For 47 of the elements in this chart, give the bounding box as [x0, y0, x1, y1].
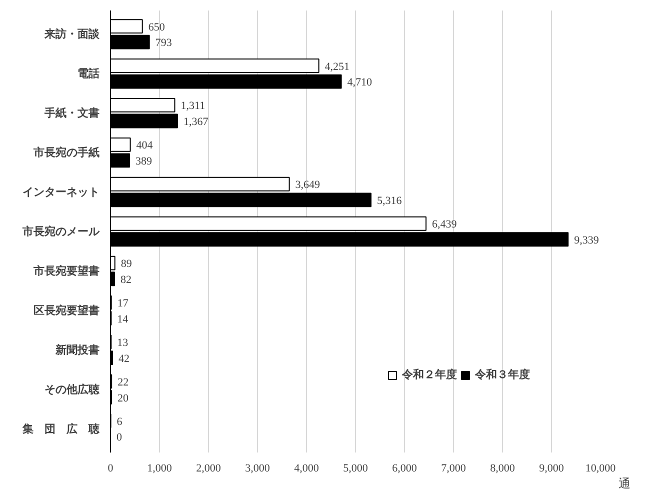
data-label: 6,439	[432, 218, 458, 231]
legend-label: 令和３年度	[475, 367, 530, 382]
data-label: 4,710	[347, 76, 373, 89]
y-tick-label: 電話	[78, 67, 100, 80]
data-label: 5,316	[376, 194, 402, 207]
x-tick-label: 6,000	[392, 462, 418, 474]
data-label: 14	[117, 313, 129, 326]
y-tick-label: 新聞投書	[54, 343, 100, 356]
x-tick-label: 8,000	[490, 462, 516, 474]
data-label: 13	[117, 337, 129, 349]
data-label: 650	[148, 21, 166, 34]
x-axis-title: 通	[618, 476, 630, 490]
y-tick-label: 市長宛要望書	[32, 264, 100, 278]
data-label: 4,251	[324, 60, 350, 73]
x-tick-label: 0	[108, 462, 114, 474]
y-tick-label: インターネット	[22, 186, 100, 199]
data-label: 89	[120, 258, 132, 270]
data-label: 389	[136, 155, 153, 168]
data-label: 793	[155, 37, 172, 50]
x-tick-label: 2,000	[196, 462, 222, 474]
data-label: 3,649	[295, 179, 321, 192]
data-label: 42	[118, 352, 130, 365]
data-label: 0	[116, 432, 122, 444]
data-label: 404	[136, 140, 154, 152]
data-label: 22	[118, 376, 129, 388]
data-label: 9,339	[574, 234, 600, 246]
legend-label: 令和２年度	[402, 367, 457, 382]
x-tick-label: 3,000	[245, 462, 270, 474]
x-tick-label: 4,000	[294, 462, 320, 474]
x-tick-label: 7,000	[441, 462, 466, 474]
data-label: 82	[120, 274, 132, 286]
x-tick-label: 5,000	[343, 462, 368, 474]
y-tick-label: 市長宛の手紙	[32, 146, 100, 160]
data-label: 6	[116, 416, 123, 428]
y-tick-label: 手紙・文書	[44, 106, 100, 120]
data-label: 1,311	[180, 100, 206, 112]
y-tick-label: 市長宛のメール	[22, 225, 100, 238]
x-tick-label: 9,000	[539, 462, 564, 474]
x-tick-label: 10,000	[585, 462, 616, 474]
x-tick-label: 1,000	[147, 462, 172, 474]
data-label: 17	[117, 298, 129, 310]
y-tick-label: 区長宛要望書	[34, 304, 100, 317]
y-tick-label: その他広聴	[44, 382, 100, 396]
y-tick-label: 来訪・面談	[44, 28, 100, 41]
data-label: 1,367	[183, 116, 209, 128]
data-label: 20	[117, 392, 129, 404]
y-tick-label: 集 団 広 聴	[22, 422, 100, 436]
